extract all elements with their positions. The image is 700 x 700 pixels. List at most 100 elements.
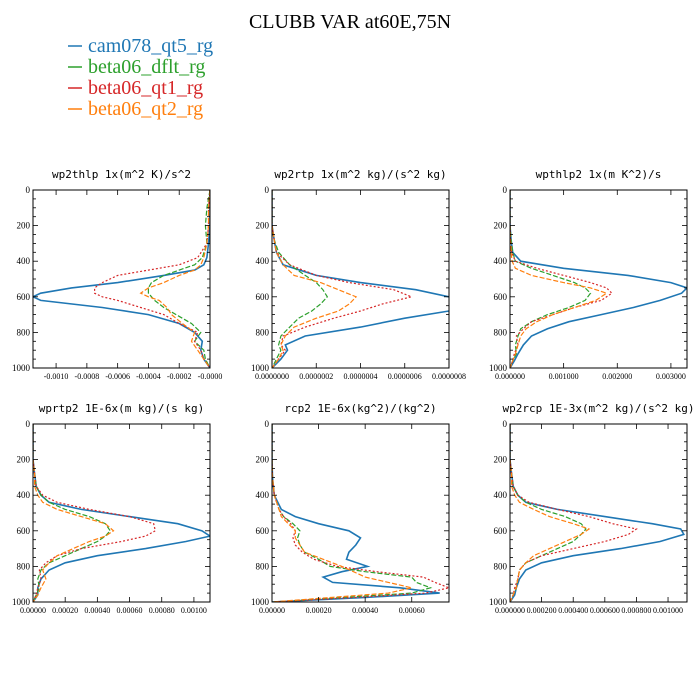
series-line-4-3 bbox=[272, 424, 412, 602]
xtick-label: 0.00000 bbox=[20, 606, 46, 615]
ytick-label: 600 bbox=[256, 292, 270, 302]
xtick-label: 0.00060 bbox=[117, 606, 143, 615]
legend-label-3: beta06_qt2_rg bbox=[88, 98, 203, 120]
series-line-0-1 bbox=[147, 190, 210, 368]
series-line-1-0 bbox=[272, 190, 449, 368]
ytick-label: 0 bbox=[26, 185, 31, 195]
ytick-label: 800 bbox=[494, 327, 508, 337]
ytick-label: 400 bbox=[17, 256, 31, 266]
ytick-label: 1000 bbox=[489, 597, 508, 607]
ytick-label: 600 bbox=[494, 526, 508, 536]
xtick-label: 0.0000000 bbox=[255, 372, 289, 381]
ytick-label: 600 bbox=[256, 526, 270, 536]
xtick-label: 0.000400 bbox=[558, 606, 588, 615]
panel-frame-3 bbox=[32, 423, 211, 603]
legend-label-1: beta06_dflt_rg bbox=[88, 56, 205, 78]
ytick-label: 1000 bbox=[251, 597, 270, 607]
ytick-label: 1000 bbox=[251, 363, 270, 373]
xtick-label: 0.00000 bbox=[259, 606, 285, 615]
xtick-label: 0.00060 bbox=[399, 606, 425, 615]
ytick-label: 800 bbox=[256, 561, 270, 571]
panel-title-4: rcp2 1E-6x(kg^2)/(kg^2) bbox=[284, 402, 436, 415]
ytick-label: 200 bbox=[494, 455, 508, 465]
xtick-label: -0.0002 bbox=[167, 372, 192, 381]
panels: wp2thlp 1x(m^2 K)/s^2 0 200 400 600 800 1000 -0… bbox=[12, 168, 695, 615]
xtick-label: 0.00020 bbox=[306, 606, 332, 615]
ytick-label: 600 bbox=[494, 292, 508, 302]
ytick-label: 800 bbox=[17, 561, 31, 571]
ytick-label: 800 bbox=[494, 561, 508, 571]
panel-title-3: wprtp2 1E-6x(m kg)/(s kg) bbox=[39, 402, 205, 415]
legend-label-2: beta06_qt1_rg bbox=[88, 77, 203, 99]
series-line-2-2 bbox=[510, 190, 613, 368]
series-line-2-0 bbox=[510, 190, 687, 368]
xtick-label: 0.00040 bbox=[352, 606, 378, 615]
panel-5: wp2rcp 1E-3x(m^2 kg)/(s^2 kg) 0 200 400 600 8… bbox=[489, 402, 695, 615]
ytick-label: 400 bbox=[256, 256, 270, 266]
xtick-label: 0.00080 bbox=[149, 606, 175, 615]
ytick-label: 200 bbox=[256, 221, 270, 231]
xtick-label: 0.001000 bbox=[653, 606, 683, 615]
ytick-label: 1000 bbox=[12, 363, 31, 373]
series-line-3-2 bbox=[33, 424, 156, 602]
xtick-label: 0.0000008 bbox=[432, 372, 466, 381]
xtick-label: 0.00040 bbox=[84, 606, 110, 615]
legend-label-0: cam078_qt5_rg bbox=[88, 35, 213, 57]
panel-2: wpthlp2 1x(m K^2)/s020040060080010000.00… bbox=[489, 168, 688, 381]
panel-4: rcp2 1E-6x(kg^2)/(kg^2) 0 200 400 600 800 1000… bbox=[251, 402, 450, 615]
panel-frame-1 bbox=[271, 189, 450, 369]
series-line-3-0 bbox=[33, 424, 210, 602]
panel-title-2: wpthlp2 1x(m K^2)/s bbox=[536, 168, 662, 181]
xtick-label: 0.002000 bbox=[602, 372, 632, 381]
ytick-label: 0 bbox=[265, 185, 270, 195]
xtick-label: 0.001000 bbox=[549, 372, 579, 381]
panel-0: wp2thlp 1x(m^2 K)/s^2 0 200 400 600 800 1000 -0… bbox=[12, 168, 222, 381]
series-line-2-3 bbox=[510, 190, 608, 368]
series-line-5-3 bbox=[510, 424, 591, 602]
xtick-label: 0.00020 bbox=[52, 606, 78, 615]
series-line-5-2 bbox=[510, 424, 638, 602]
xtick-label: 0.000800 bbox=[621, 606, 651, 615]
xtick-label: 0.0000002 bbox=[299, 372, 333, 381]
figure-title: CLUBB VAR at60E,75N bbox=[249, 11, 451, 33]
series-line-1-3 bbox=[272, 190, 358, 368]
ytick-label: 0 bbox=[26, 419, 31, 429]
series-line-4-0 bbox=[272, 424, 440, 602]
ytick-label: 0 bbox=[503, 419, 508, 429]
ytick-label: 400 bbox=[494, 256, 508, 266]
xtick-label: 0.000200 bbox=[527, 606, 557, 615]
xtick-label: -0.0000 bbox=[198, 372, 223, 381]
xtick-label: 0.0000006 bbox=[388, 372, 422, 381]
series-line-1-1 bbox=[272, 190, 329, 368]
xtick-label: -0.0004 bbox=[136, 372, 161, 381]
legend: cam078_qt5_rgbeta06_dflt_rgbeta06_qt1_rg… bbox=[68, 35, 213, 120]
xtick-label: -0.0006 bbox=[105, 372, 130, 381]
series-line-0-3 bbox=[139, 190, 210, 368]
ytick-label: 0 bbox=[503, 185, 508, 195]
ytick-label: 400 bbox=[494, 490, 508, 500]
series-line-5-0 bbox=[510, 424, 685, 602]
panel-title-5: wp2rcp 1E-3x(m^2 kg)/(s^2 kg) bbox=[502, 402, 694, 415]
ytick-label: 600 bbox=[17, 292, 31, 302]
ytick-label: 400 bbox=[17, 490, 31, 500]
series-line-0-0 bbox=[33, 190, 210, 368]
xtick-label: 0.000000 bbox=[495, 372, 525, 381]
panel-title-1: wp2rtp 1x(m^2 kg)/(s^2 kg) bbox=[274, 168, 446, 181]
panel-1: wp2rtp 1x(m^2 kg)/(s^2 kg) 0 200 400 600 800 1… bbox=[251, 168, 466, 381]
panel-frame-0 bbox=[32, 189, 211, 369]
xtick-label: 0.003000 bbox=[656, 372, 686, 381]
ytick-label: 200 bbox=[17, 221, 31, 231]
xtick-label: -0.0010 bbox=[44, 372, 69, 381]
ytick-label: 800 bbox=[256, 327, 270, 337]
ytick-label: 1000 bbox=[12, 597, 31, 607]
series-line-3-3 bbox=[33, 424, 115, 602]
panel-frame-5 bbox=[509, 423, 688, 603]
xtick-label: -0.0008 bbox=[75, 372, 100, 381]
ytick-label: 200 bbox=[17, 455, 31, 465]
ytick-label: 400 bbox=[256, 490, 270, 500]
ytick-label: 200 bbox=[256, 455, 270, 465]
panel-title-0: wp2thlp 1x(m^2 K)/s^2 bbox=[52, 168, 191, 181]
xtick-label: 0.00100 bbox=[181, 606, 207, 615]
series-line-4-1 bbox=[272, 424, 433, 602]
